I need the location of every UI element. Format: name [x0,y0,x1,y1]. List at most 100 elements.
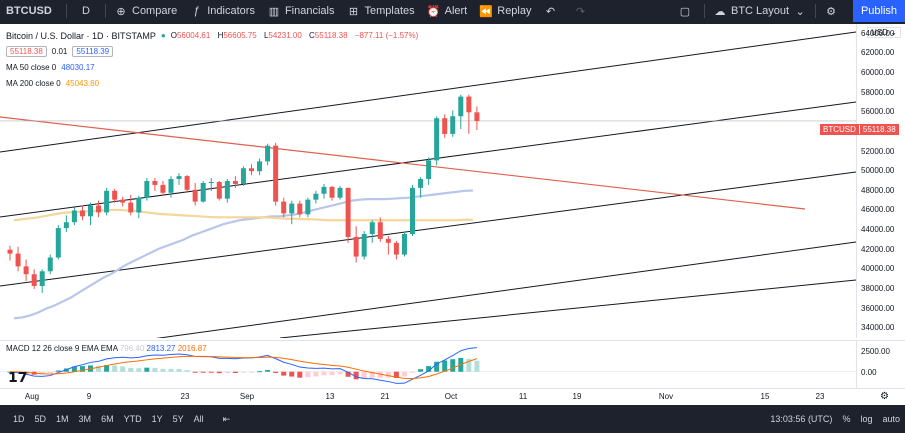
macd-histogram-bar [184,370,190,372]
macd-histogram-bar [257,371,263,373]
range-button[interactable]: All [193,414,204,424]
tradingview-logo[interactable]: 𝟭𝟳 [8,369,28,385]
time-tick: 23 [815,392,825,401]
divider [704,4,705,18]
templates-button[interactable]: ⊞ Templates [340,0,420,22]
financials-label: Financials [284,5,335,17]
candle-body [200,182,206,202]
macd-hist-value: 796.40 [119,344,145,353]
indicators-button[interactable]: ƒ Indicators [183,0,261,22]
macd-histogram-bar [39,371,45,375]
range-button[interactable]: 1Y [151,414,163,424]
legend-bidask-row: 55118.38 0.01 55118.39 [6,45,428,58]
interval-selector[interactable]: D [82,5,90,17]
price-chart-svg[interactable] [0,24,856,338]
candle-body [39,271,45,286]
macd-histogram-bar [176,368,182,372]
macd-histogram-bar [144,367,150,372]
redo-button[interactable]: ↷ [568,0,598,22]
candle-body [377,222,383,239]
auto-toggle[interactable]: auto [882,414,900,424]
macd-histogram-bar [120,366,126,372]
currency-dropdown[interactable]: USD ⌄ [867,27,901,38]
trend-lines [0,31,856,338]
log-toggle[interactable]: log [860,414,873,424]
candle-body [393,242,399,255]
clock[interactable]: 13:03:56 (UTC) [770,414,833,424]
layout-selector[interactable]: ☁ BTC Layout ⌄ [707,0,813,22]
replay-button[interactable]: ⏪ Replay [473,0,537,22]
macd-histogram-bar [377,371,383,378]
candle-body [426,160,432,180]
range-button[interactable]: 3M [78,414,92,424]
macd-tick: 0.00 [861,368,877,377]
candle-body [55,228,61,258]
macd-histogram-bar [321,371,327,376]
range-button[interactable]: YTD [123,414,142,424]
macd-histogram-bar [104,364,110,372]
range-button[interactable]: 1D [13,414,25,424]
ask-price-box[interactable]: 55118.39 [72,46,114,57]
macd-axis[interactable]: 2500.00 0.00 [856,340,905,388]
legend-low: 54231.00 [268,31,302,40]
legend-ma50-row[interactable]: MA 50 close 0 48030.17 [6,61,428,74]
gear-icon: ⚙ [826,5,837,18]
price-tick: 52000.00 [861,146,895,156]
financials-button[interactable]: ▥ Financials [261,0,341,22]
percent-toggle[interactable]: % [842,414,851,424]
undo-button[interactable]: ↶ [538,0,568,22]
macd-histogram-bar [112,365,118,372]
layout-label: BTC Layout [731,5,790,17]
range-button[interactable]: 5D [34,414,47,424]
macd-histogram-bar [345,371,351,377]
candle-body [168,179,174,193]
candle-body [88,205,93,217]
macd-pane[interactable]: MACD 12 26 close 9 EMA EMA 796.40 2813.2… [0,340,856,388]
macd-histogram-bar [200,371,206,373]
candlesticks [7,94,480,293]
candle-body [410,187,415,234]
plus-circle-icon: ⊕ [116,5,126,18]
range-button[interactable]: 6M [101,414,114,424]
candle-body [7,249,13,254]
ma200-value: 45043.80 [65,79,100,88]
channel-line [0,31,856,153]
candle-body [329,186,335,198]
bar-chart-icon: ▥ [268,5,280,18]
time-tick: 13 [325,392,335,401]
candle-body [160,184,166,193]
macd-label: MACD 12 26 close 9 EMA EMA [6,344,118,353]
publish-button[interactable]: Publish [853,0,905,22]
legend-ma200-row[interactable]: MA 200 close 0 45043.80 [6,77,428,90]
bottom-bar: 1D 5D 1M 3M 6M YTD 1Y 5Y All ⇤ 13:03:56 (UTC) % … [0,405,905,433]
symbol-search[interactable]: BTCUSD [6,5,52,17]
range-button[interactable]: 1M [56,414,69,424]
range-button[interactable]: 5Y [172,414,184,424]
main-chart[interactable]: Bitcoin / U.S. Dollar · 1D · BITSTAMP ● … [0,24,856,338]
go-to-date-icon[interactable]: ⇤ [222,413,231,424]
macd-histogram-bar [208,371,214,373]
macd-histogram-bar [418,369,424,372]
time-axis[interactable]: Aug 9 23 Sep 13 21 Oct 11 19 Nov 15 23 ⚙ [0,388,905,405]
legend-main-row: Bitcoin / U.S. Dollar · 1D · BITSTAMP ● … [6,29,428,42]
candle-body [31,274,37,286]
price-axis[interactable]: USD ⌄ 64000.00 62000.00 60000.00 58000.00 56… [856,24,905,338]
candle-body [257,161,263,172]
macd-histogram-bar [329,371,335,376]
channel-line [0,171,856,287]
fullscreen-layout-button[interactable]: ▢ [672,0,702,22]
macd-chart-svg[interactable] [0,341,856,388]
settings-button[interactable]: ⚙ [818,0,848,22]
compare-button[interactable]: ⊕ Compare [108,0,183,22]
alert-button[interactable]: ⏰ Alert [421,0,474,22]
price-tag-value: 55118.38 [858,125,899,134]
cloud-icon: ☁ [714,5,726,18]
candle-body [96,205,102,213]
candle-body [450,116,456,134]
bid-price-box[interactable]: 55118.38 [6,46,47,57]
candle-body [112,190,118,200]
macd-histogram-bar [385,371,391,378]
divider [815,4,817,18]
chart-settings-button[interactable]: ⚙ [880,391,889,402]
